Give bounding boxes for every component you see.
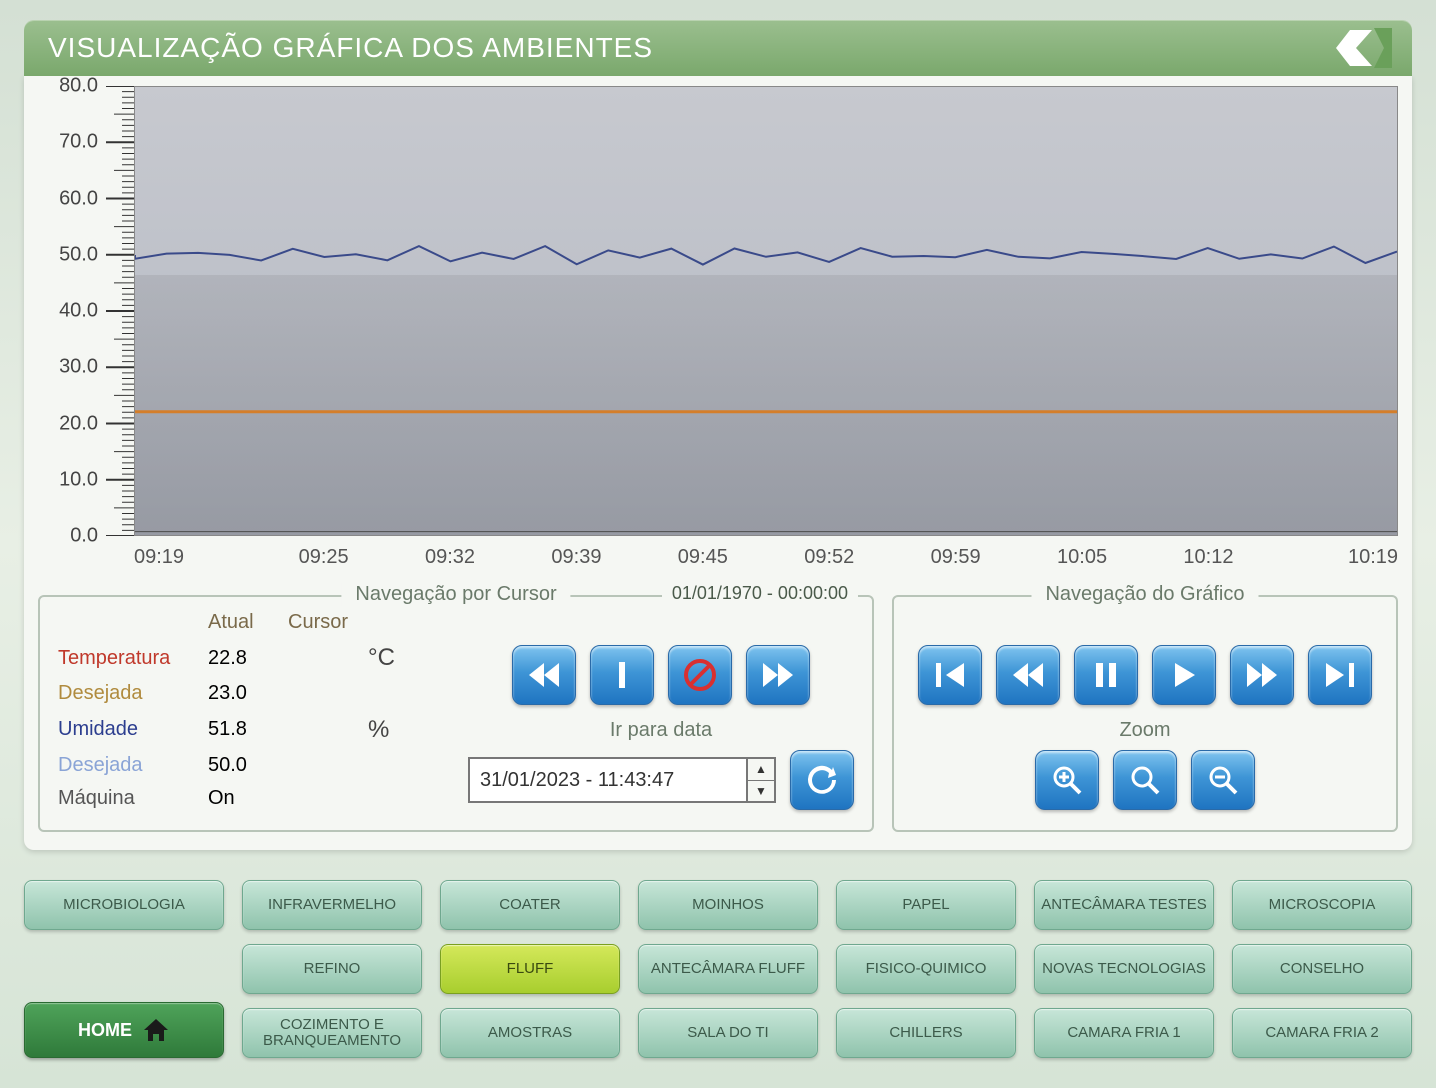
y-axis: 80.070.060.050.040.030.020.010.00.0: [38, 86, 134, 536]
main-panel: 80.0 70.0 60.0 50.0 40.0 30.0 20.0 10.0 0.0 09:1…: [24, 76, 1412, 850]
y-tick-label: 40.0: [59, 300, 98, 323]
room-tabs: MICROBIOLOGIA INFRAVERMELHO COATER MOINHOS P…: [24, 880, 1412, 1058]
cursor-nav-title: Navegação por Cursor: [341, 583, 570, 606]
readings-hdr-cursor: Cursor: [288, 611, 368, 634]
goto-date-value: 31/01/2023 - 11:43:47: [480, 769, 674, 792]
cursor-rewind-button[interactable]: [512, 645, 576, 705]
y-tick-label: 0.0: [70, 525, 98, 548]
graph-pause-button[interactable]: [1074, 645, 1138, 705]
reading-label: Umidade: [58, 718, 208, 741]
reading-atual: 23.0: [208, 682, 288, 705]
graph-nav-title: Navegação do Gráfico: [1031, 583, 1258, 606]
zoom-button-row: [912, 750, 1378, 810]
x-tick-label: 09:32: [387, 546, 513, 569]
x-axis: 09:1909:2509:3209:3909:4509:5209:5910:05…: [134, 546, 1398, 569]
title-bar: VISUALIZAÇÃO GRÁFICA DOS AMBIENTES: [24, 20, 1412, 76]
graph-first-button[interactable]: [918, 645, 982, 705]
hmi-screen: VISUALIZAÇÃO GRÁFICA DOS AMBIENTES 80.0 7…: [0, 0, 1436, 1088]
room-tab[interactable]: MICROBIOLOGIA: [24, 880, 224, 930]
reading-label: Desejada: [58, 754, 208, 777]
zoom-label: Zoom: [912, 719, 1378, 742]
reading-label: Temperatura: [58, 647, 208, 670]
y-tick-label: 80.0: [59, 75, 98, 98]
date-spinner[interactable]: ▲ ▼: [748, 757, 776, 803]
y-tick-label: 20.0: [59, 412, 98, 435]
cursor-stop-button[interactable]: [668, 645, 732, 705]
chart-area: 80.070.060.050.040.030.020.010.00.0: [38, 86, 1398, 536]
x-tick-label: 10:05: [1019, 546, 1145, 569]
spinner-down-icon[interactable]: ▼: [748, 781, 774, 802]
graph-button-row: [912, 645, 1378, 705]
y-tick-label: 30.0: [59, 356, 98, 379]
y-tick-label: 70.0: [59, 131, 98, 154]
y-tick-label: 60.0: [59, 187, 98, 210]
reading-atual: On: [208, 787, 288, 810]
reading-atual: 50.0: [208, 754, 288, 777]
reading-atual: 22.8: [208, 647, 288, 670]
goto-refresh-button[interactable]: [790, 750, 854, 810]
goto-date-group: 31/01/2023 - 11:43:47 ▲ ▼: [468, 750, 854, 810]
cursor-button-row: [468, 645, 854, 705]
cursor-forward-button[interactable]: [746, 645, 810, 705]
room-tab[interactable]: INFRAVERMELHO: [242, 880, 422, 930]
reading-label: Máquina: [58, 787, 208, 810]
x-tick-label: 09:52: [766, 546, 892, 569]
zoom-in-button[interactable]: [1035, 750, 1099, 810]
spinner-up-icon[interactable]: ▲: [748, 759, 774, 781]
page-title: VISUALIZAÇÃO GRÁFICA DOS AMBIENTES: [48, 32, 653, 64]
room-tab[interactable]: ANTECÂMARA TESTES: [1034, 880, 1214, 930]
x-tick-label: 09:45: [640, 546, 766, 569]
room-tab[interactable]: CONSELHO: [1232, 944, 1412, 994]
room-tab[interactable]: ANTECÂMARA FLUFF: [638, 944, 818, 994]
room-tab[interactable]: SALA DO TI: [638, 1008, 818, 1058]
room-tab[interactable]: CAMARA FRIA 2: [1232, 1008, 1412, 1058]
reading-atual: 51.8: [208, 718, 288, 741]
graph-play-button[interactable]: [1152, 645, 1216, 705]
graph-nav-panel: Navegação do Gráfico Zoom: [892, 595, 1398, 832]
x-tick-label: 10:19: [1272, 546, 1398, 569]
y-tick-label: 50.0: [59, 243, 98, 266]
zoom-out-button[interactable]: [1191, 750, 1255, 810]
home-icon: [142, 1017, 170, 1043]
home-button[interactable]: HOME: [24, 1002, 224, 1058]
goto-date-input[interactable]: 31/01/2023 - 11:43:47: [468, 757, 748, 803]
cursor-nav-panel: Navegação por Cursor 01/01/1970 - 00:00:…: [38, 595, 874, 832]
room-tab[interactable]: CAMARA FRIA 1: [1034, 1008, 1214, 1058]
graph-forward-button[interactable]: [1230, 645, 1294, 705]
lower-panels: Navegação por Cursor 01/01/1970 - 00:00:…: [38, 595, 1398, 832]
readings-table: Atual Cursor Temperatura 22.8 °C Desejada…: [58, 611, 438, 810]
room-tab[interactable]: FISICO-QUIMICO: [836, 944, 1016, 994]
x-tick-label: 09:25: [260, 546, 386, 569]
room-tab[interactable]: AMOSTRAS: [440, 1008, 620, 1058]
room-tab[interactable]: CHILLERS: [836, 1008, 1016, 1058]
room-tab[interactable]: COATER: [440, 880, 620, 930]
reading-unit: °C: [368, 644, 438, 672]
x-tick-label: 10:12: [1145, 546, 1271, 569]
room-tab[interactable]: REFINO: [242, 944, 422, 994]
y-tick-label: 10.0: [59, 468, 98, 491]
cursor-timestamp: 01/01/1970 - 00:00:00: [662, 583, 858, 604]
x-tick-label: 09:19: [134, 546, 260, 569]
series-baseline: [135, 87, 1397, 535]
graph-last-button[interactable]: [1308, 645, 1372, 705]
graph-rewind-button[interactable]: [996, 645, 1060, 705]
room-tab[interactable]: COZIMENTO E BRANQUEAMENTO: [242, 1008, 422, 1058]
readings-hdr-atual: Atual: [208, 611, 288, 634]
room-tab[interactable]: PAPEL: [836, 880, 1016, 930]
x-tick-label: 09:39: [513, 546, 639, 569]
room-tab[interactable]: MICROSCOPIA: [1232, 880, 1412, 930]
brand-logo: [1302, 26, 1392, 70]
room-tab[interactable]: MOINHOS: [638, 880, 818, 930]
reading-unit: %: [368, 716, 438, 744]
zoom-reset-button[interactable]: [1113, 750, 1177, 810]
trend-chart[interactable]: [134, 86, 1398, 536]
reading-label: Desejada: [58, 682, 208, 705]
goto-date-label: Ir para data: [468, 719, 854, 742]
x-tick-label: 09:59: [892, 546, 1018, 569]
cursor-step-button[interactable]: [590, 645, 654, 705]
home-label: HOME: [78, 1020, 132, 1041]
room-tab[interactable]: NOVAS TECNOLOGIAS: [1034, 944, 1214, 994]
room-tab[interactable]: FLUFF: [440, 944, 620, 994]
